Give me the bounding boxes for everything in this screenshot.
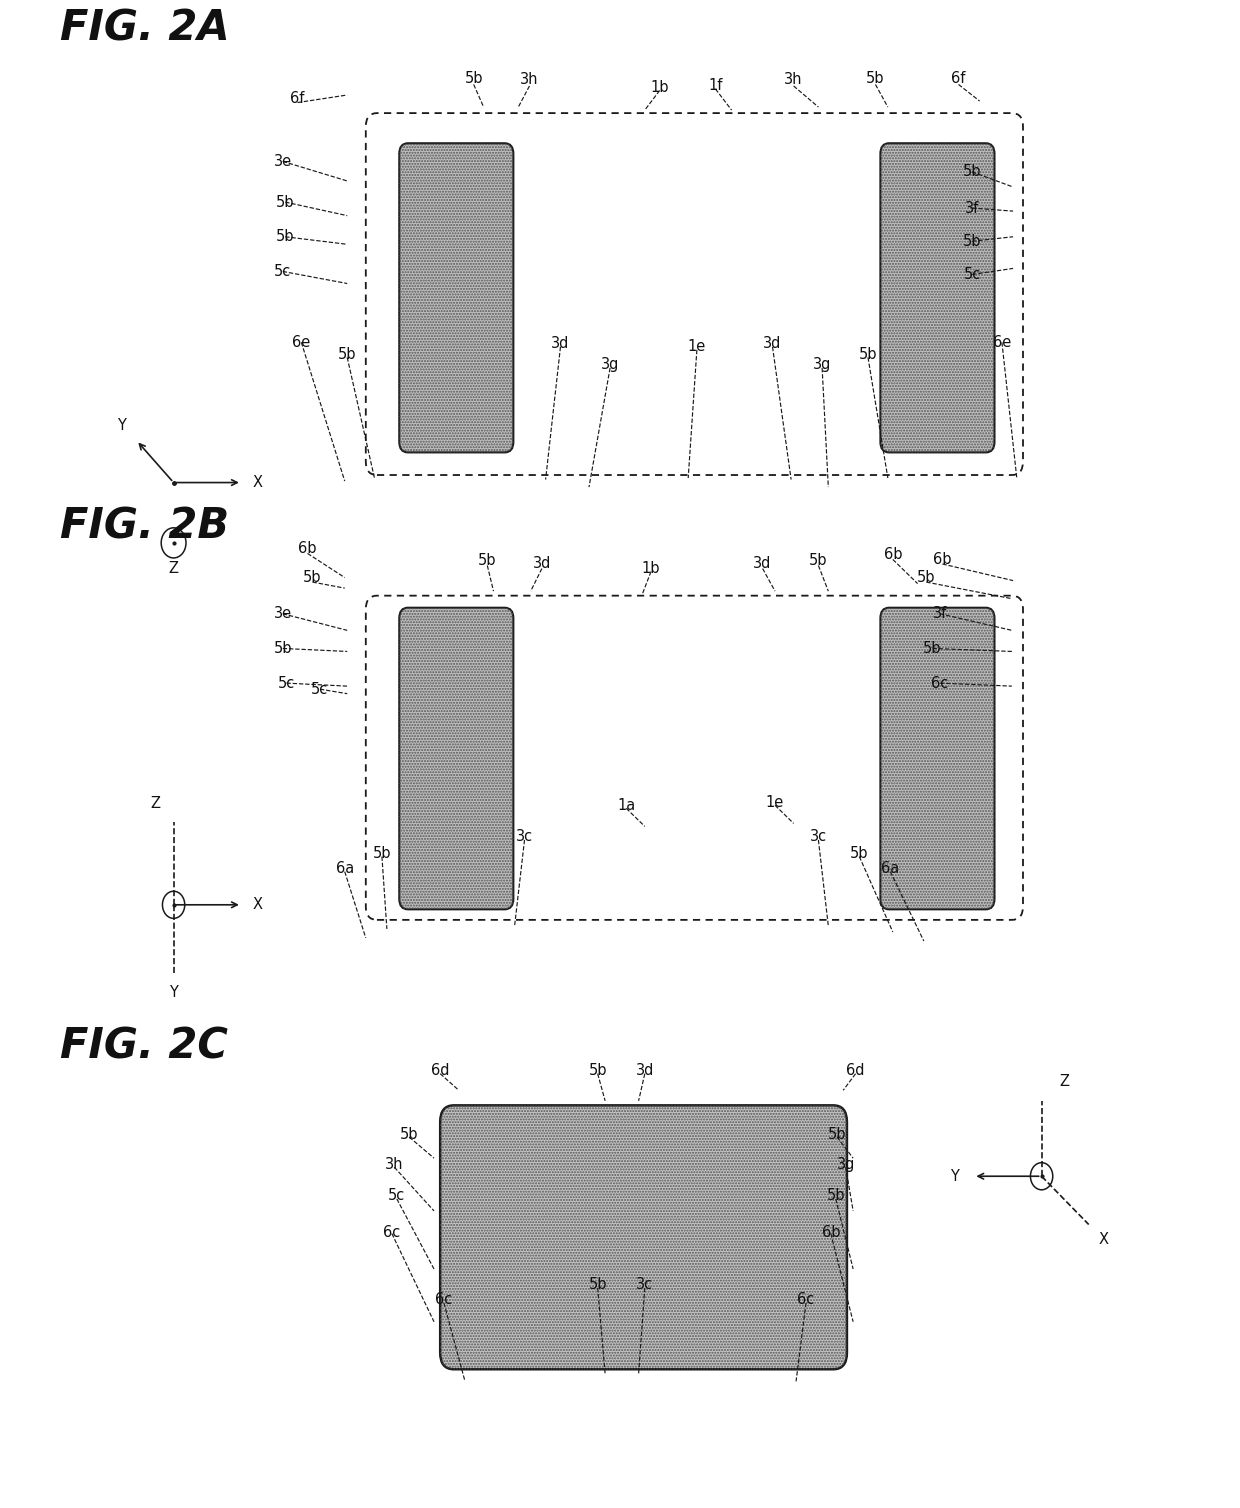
- FancyBboxPatch shape: [440, 1105, 847, 1369]
- Text: 1a: 1a: [618, 798, 635, 813]
- Text: 3d: 3d: [636, 1063, 653, 1078]
- Text: 5b: 5b: [963, 164, 981, 179]
- Text: 3c: 3c: [810, 829, 827, 844]
- FancyBboxPatch shape: [880, 143, 994, 452]
- Text: 3d: 3d: [754, 556, 771, 572]
- Text: 6b: 6b: [822, 1224, 839, 1240]
- Text: 6b: 6b: [934, 552, 951, 567]
- Text: X: X: [1099, 1232, 1109, 1247]
- Text: X: X: [253, 897, 263, 912]
- Text: 1b: 1b: [642, 561, 660, 576]
- Text: 3g: 3g: [837, 1157, 854, 1172]
- Text: 5b: 5b: [924, 641, 941, 656]
- Text: Y: Y: [950, 1169, 960, 1184]
- Text: X: X: [253, 475, 263, 490]
- Text: 6e: 6e: [993, 335, 1011, 350]
- FancyBboxPatch shape: [399, 143, 513, 452]
- Text: 6b: 6b: [884, 547, 901, 562]
- Text: 6d: 6d: [847, 1063, 864, 1078]
- Text: 5b: 5b: [277, 229, 294, 244]
- Text: 5b: 5b: [465, 71, 482, 86]
- Text: 6a: 6a: [882, 861, 899, 876]
- Text: 3g: 3g: [813, 357, 831, 372]
- Text: 6b: 6b: [299, 541, 316, 556]
- Text: 3h: 3h: [521, 72, 538, 87]
- Text: 5b: 5b: [373, 846, 391, 861]
- FancyBboxPatch shape: [880, 608, 994, 909]
- Text: 5b: 5b: [859, 347, 877, 362]
- Text: 5b: 5b: [918, 570, 935, 585]
- Text: 3e: 3e: [274, 606, 291, 621]
- Text: 6f: 6f: [951, 71, 966, 86]
- Text: 1b: 1b: [651, 80, 668, 95]
- Text: 5c: 5c: [963, 267, 981, 282]
- Text: 3g: 3g: [601, 357, 619, 372]
- Text: 1f: 1f: [708, 78, 723, 93]
- Text: 5b: 5b: [827, 1188, 844, 1203]
- Text: 1e: 1e: [766, 795, 784, 810]
- FancyBboxPatch shape: [399, 608, 513, 909]
- Text: 3h: 3h: [386, 1157, 403, 1172]
- Text: 3d: 3d: [552, 336, 569, 351]
- Text: 5b: 5b: [589, 1277, 606, 1292]
- Text: 3c: 3c: [516, 829, 533, 844]
- Text: 3f: 3f: [965, 201, 980, 216]
- Text: Z: Z: [169, 561, 179, 576]
- Text: 3d: 3d: [764, 336, 781, 351]
- Text: 3h: 3h: [785, 72, 802, 87]
- Text: 6e: 6e: [293, 335, 310, 350]
- Text: 5b: 5b: [828, 1126, 846, 1142]
- Text: 6c: 6c: [931, 676, 949, 691]
- Text: 6a: 6a: [336, 861, 353, 876]
- Text: 3f: 3f: [932, 606, 947, 621]
- Text: FIG. 2B: FIG. 2B: [60, 505, 228, 547]
- Text: 5b: 5b: [963, 234, 981, 249]
- Text: 5c: 5c: [278, 676, 295, 691]
- Text: 3d: 3d: [533, 556, 551, 572]
- Text: 5b: 5b: [851, 846, 868, 861]
- Text: 1e: 1e: [688, 339, 706, 354]
- Text: 5b: 5b: [589, 1063, 606, 1078]
- Text: 6f: 6f: [290, 90, 305, 106]
- Text: 5b: 5b: [274, 641, 291, 656]
- Text: 5b: 5b: [304, 570, 321, 585]
- Text: 3c: 3c: [636, 1277, 653, 1292]
- Text: 6c: 6c: [383, 1224, 401, 1240]
- Text: 5b: 5b: [401, 1126, 418, 1142]
- Text: 5b: 5b: [277, 195, 294, 210]
- Text: 6d: 6d: [432, 1063, 449, 1078]
- Text: 5b: 5b: [867, 71, 884, 86]
- Text: 5c: 5c: [274, 264, 291, 279]
- Text: Z: Z: [150, 796, 160, 811]
- Text: 5c: 5c: [388, 1188, 405, 1203]
- Text: 3e: 3e: [274, 154, 291, 169]
- Text: Z: Z: [1059, 1074, 1069, 1089]
- Text: FIG. 2C: FIG. 2C: [60, 1025, 227, 1068]
- Text: 6c: 6c: [435, 1292, 453, 1307]
- Text: 6c: 6c: [797, 1292, 815, 1307]
- Text: FIG. 2A: FIG. 2A: [60, 8, 229, 50]
- Text: 5b: 5b: [479, 553, 496, 569]
- Text: 5b: 5b: [810, 553, 827, 569]
- Text: 5c: 5c: [311, 682, 329, 697]
- Text: Y: Y: [169, 985, 179, 1000]
- Text: 5b: 5b: [339, 347, 356, 362]
- Text: Y: Y: [117, 418, 126, 433]
